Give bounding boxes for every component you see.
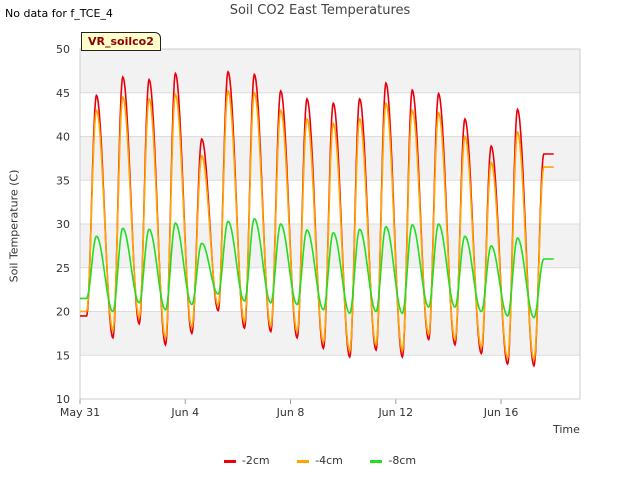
legend-swatch-8cm [370,459,383,463]
y-tick-label: 35 [56,174,70,187]
y-tick-label: 20 [56,306,70,319]
x-tick-label: Jun 16 [483,406,519,419]
legend: -2cm -4cm -8cm [0,454,640,467]
x-axis-label: Time [553,423,580,436]
x-tick-label: Jun 8 [276,406,305,419]
legend-item-4cm: -4cm [297,454,343,467]
site-label-badge: VR_soilco2 [81,32,161,51]
legend-item-2cm: -2cm [223,454,270,467]
y-tick-label: 45 [56,87,70,100]
chart-title: Soil CO2 East Temperatures [229,3,411,18]
y-axis-label: Soil Temperature (C) [7,169,21,283]
legend-label-4cm: -4cm [315,454,343,467]
legend-item-8cm: -8cm [370,454,416,467]
x-tick-label: Jun 12 [377,406,413,419]
no-data-note: No data for f_TCE_4 [5,7,113,20]
series-line-4cm [80,89,554,362]
y-tick-label: 10 [56,393,70,406]
legend-label-2cm: -2cm [241,454,270,467]
plot-frame [79,48,581,400]
x-tick-label: May 31 [60,406,100,419]
legend-swatch-2cm [223,459,236,463]
legend-swatch-4cm [297,459,310,463]
y-tick-label: 15 [56,349,70,362]
series-line-8cm [80,217,554,319]
y-tick-label: 40 [56,131,70,144]
legend-label-8cm: -8cm [388,454,417,467]
y-tick-label: 50 [56,43,70,56]
y-tick-label: 25 [56,262,70,275]
x-tick-label: Jun 4 [170,406,199,419]
plot-band [80,49,580,93]
y-tick-label: 30 [56,218,70,231]
